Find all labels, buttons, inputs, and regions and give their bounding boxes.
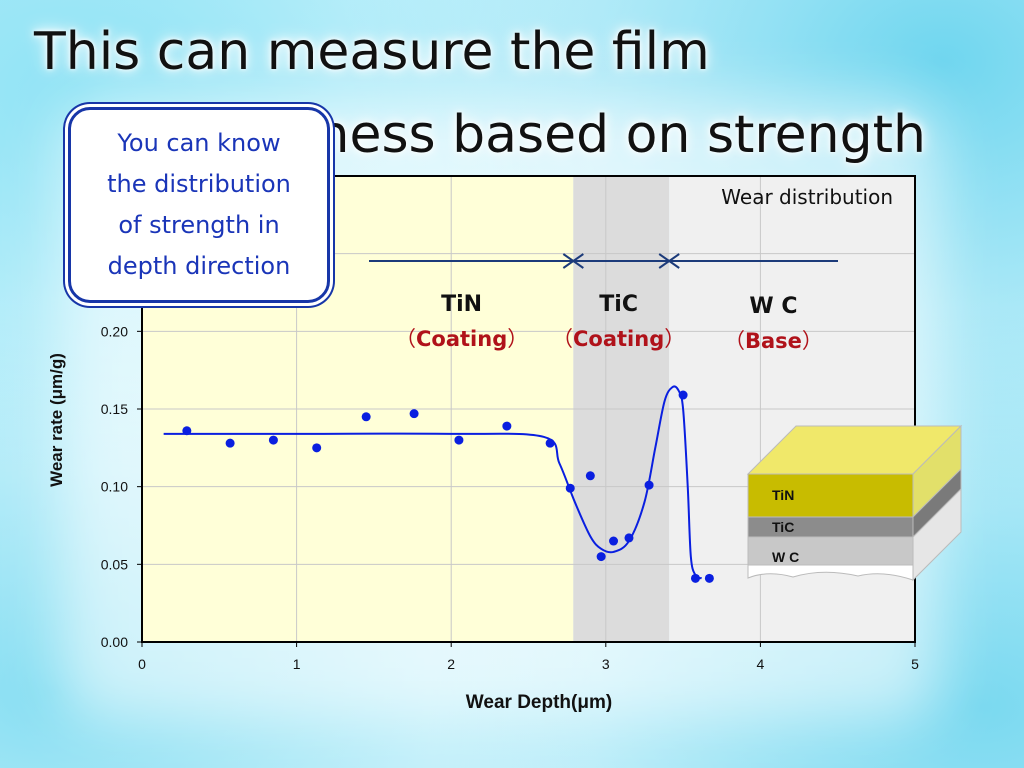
paren-close: ）: [664, 327, 686, 351]
data-point: [690, 573, 700, 583]
data-point: [644, 480, 654, 490]
data-point: [312, 443, 322, 453]
data-point: [624, 533, 634, 543]
data-point: [565, 483, 575, 493]
data-point: [268, 435, 278, 445]
data-point: [409, 409, 419, 419]
y-tick-label: 0.15: [101, 401, 128, 417]
data-point: [361, 412, 371, 422]
tic-label-sub: Coating: [573, 327, 665, 351]
paren-open: （: [395, 327, 416, 351]
block-label-1: TiC: [772, 519, 794, 535]
y-tick-label: 0.10: [101, 479, 128, 495]
title-line-1: This can measure the film: [34, 22, 710, 82]
data-point: [225, 438, 235, 448]
y-axis-label: Wear rate (μm/g): [47, 353, 66, 487]
tic-label-name: TiC: [599, 292, 638, 317]
arrow-head: [667, 253, 680, 269]
tin-label-name: TiN: [441, 292, 483, 317]
paren-close: ）: [507, 327, 529, 351]
block-label-0: TiN: [772, 487, 794, 503]
data-point: [502, 421, 512, 431]
paren-open: （: [724, 329, 745, 353]
x-tick-label: 4: [757, 656, 765, 672]
layer-stack-illustration: TiN TiC W C: [746, 424, 963, 582]
callout-text: You can know the distribution of strengt…: [107, 129, 291, 280]
data-point: [704, 573, 714, 583]
chart-title: Wear distribution: [721, 185, 893, 209]
data-point: [678, 390, 688, 400]
data-point: [454, 435, 464, 445]
block-label-2: W C: [772, 549, 799, 565]
tin-label-sub: Coating: [416, 327, 508, 351]
x-tick-label: 5: [911, 656, 919, 672]
x-tick-label: 3: [602, 656, 610, 672]
data-point: [585, 471, 595, 481]
x-axis-label: Wear Depth(μm): [466, 692, 612, 713]
y-tick-label: 0.00: [101, 634, 128, 650]
tin-region-label: TiN （Coating）: [395, 292, 528, 353]
y-tick-label: 0.05: [101, 556, 128, 572]
data-point: [596, 552, 606, 562]
wc-region-label: W C （Base）: [724, 294, 823, 355]
data-point: [545, 438, 555, 448]
data-point: [609, 536, 619, 546]
block-front-wc-break: [747, 564, 914, 581]
x-tick-label: 2: [447, 656, 455, 672]
wc-label-name: W C: [749, 294, 798, 319]
y-tick-label: 0.20: [101, 323, 128, 339]
x-tick-label: 0: [138, 656, 146, 672]
callout-box: You can know the distribution of strengt…: [68, 107, 330, 303]
x-tick-label: 1: [293, 656, 301, 672]
paren-close: ）: [801, 329, 823, 353]
paren-open: （: [552, 327, 573, 351]
data-point: [182, 426, 192, 436]
wc-label-sub: Base: [745, 329, 802, 353]
arrow-head: [571, 253, 584, 269]
tic-region-label: TiC （Coating）: [552, 292, 685, 353]
